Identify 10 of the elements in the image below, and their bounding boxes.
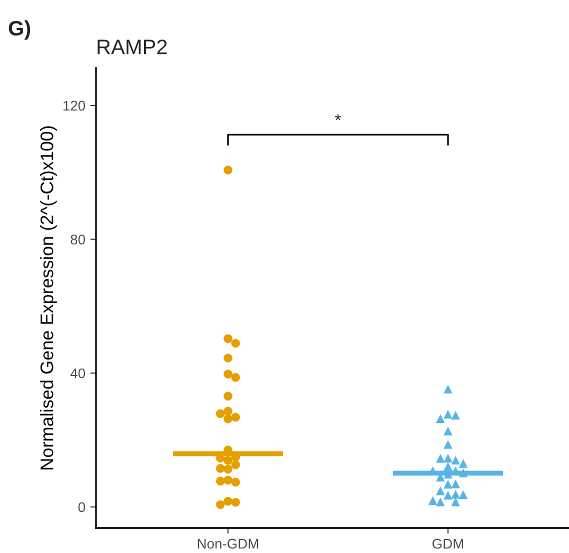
y-tick-label: 40 <box>70 368 86 378</box>
annotation: * <box>335 114 341 120</box>
y-axis-title: Normalised Gene Expression (2^(-Ct)x100) <box>40 126 57 470</box>
text: G) <box>8 20 30 40</box>
chart-title: RAMP2 <box>98 40 167 54</box>
x-tick-label: GDM <box>432 538 464 549</box>
x-tick-label: Non-GDM <box>198 538 258 549</box>
y-tick-label: 80 <box>70 234 86 244</box>
y-tick-label: 120 <box>63 100 86 111</box>
y-tick-label: 0 <box>78 502 86 512</box>
